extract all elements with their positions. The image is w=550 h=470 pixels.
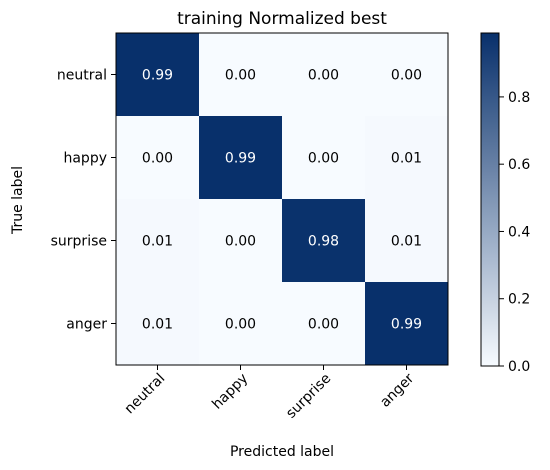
heatmap-cell-0-1: [199, 33, 282, 116]
heatmap-cell-2-1: [199, 199, 282, 282]
heatmap-cell-3-0: [116, 282, 199, 365]
cell-label-2-2: 0.98: [308, 234, 339, 250]
y-tick-label: happy: [63, 151, 107, 167]
cell-label-3-2: 0.00: [308, 317, 339, 333]
y-tick-label: anger: [66, 317, 107, 333]
cell-label-1-1: 0.99: [225, 151, 256, 167]
colorbar-gradient: [480, 32, 500, 367]
cell-label-2-0: 0.01: [142, 234, 173, 250]
x-tick-label: anger: [377, 370, 417, 410]
x-tick-labels: neutral happy surprise anger: [122, 365, 417, 422]
heatmap-cell-0-0: [116, 33, 199, 116]
cell-label-0-1: 0.00: [225, 68, 256, 84]
colorbar-tick-label: 0.6: [508, 157, 530, 173]
cell-label-3-0: 0.01: [142, 317, 173, 333]
heatmap-cell-3-2: [282, 282, 365, 365]
heatmap-cell-1-1: [199, 116, 282, 199]
heatmap-cell-2-2: [282, 199, 365, 282]
heatmap-cell-0-3: [365, 33, 448, 116]
heatmap-cell-3-1: [199, 282, 282, 365]
colorbar-tick-label: 0.4: [508, 224, 530, 240]
cell-label-1-3: 0.01: [391, 151, 422, 167]
colorbar-tick-label: 0.2: [508, 292, 530, 308]
heatmap-cell-1-0: [116, 116, 199, 199]
x-axis-label: Predicted label: [230, 444, 334, 460]
heatmap-cell-0-2: [282, 33, 365, 116]
y-tick-label: neutral: [57, 68, 107, 84]
colorbar-tick-label: 0.8: [508, 90, 530, 106]
cell-label-1-2: 0.00: [308, 151, 339, 167]
cell-label-0-2: 0.00: [308, 68, 339, 84]
cell-label-0-0: 0.99: [142, 68, 173, 84]
colorbar-tick-label: 0.0: [508, 359, 530, 375]
chart-title: training Normalized best: [177, 9, 387, 29]
cell-label-3-1: 0.00: [225, 317, 256, 333]
cell-label-2-1: 0.00: [225, 234, 256, 250]
heatmap-cell-1-3: [365, 116, 448, 199]
heatmap-cells: [116, 33, 448, 365]
heatmap-cell-2-0: [116, 199, 199, 282]
heatmap-cell-1-2: [282, 116, 365, 199]
cell-label-1-0: 0.00: [142, 151, 173, 167]
cell-label-3-3: 0.99: [391, 317, 422, 333]
y-axis-label: True label: [10, 166, 26, 235]
heatmap-cell-3-3: [365, 282, 448, 365]
heatmap-cell-2-3: [365, 199, 448, 282]
cell-label-2-3: 0.01: [391, 234, 422, 250]
colorbar: 0.0 0.2 0.4 0.6 0.8: [480, 32, 530, 375]
plot-frame: [115, 32, 449, 366]
y-tick-label: surprise: [51, 234, 107, 250]
x-tick-label: surprise: [283, 371, 334, 422]
x-tick-label: neutral: [122, 371, 169, 418]
y-tick-labels: neutral happy surprise anger: [51, 68, 116, 333]
cell-label-0-3: 0.00: [391, 68, 422, 84]
cell-value-labels: 0.99 0.00 0.00 0.00 0.00 0.99 0.00 0.01 0.01 0.00…: [142, 68, 422, 333]
x-tick-label: happy: [209, 371, 251, 413]
